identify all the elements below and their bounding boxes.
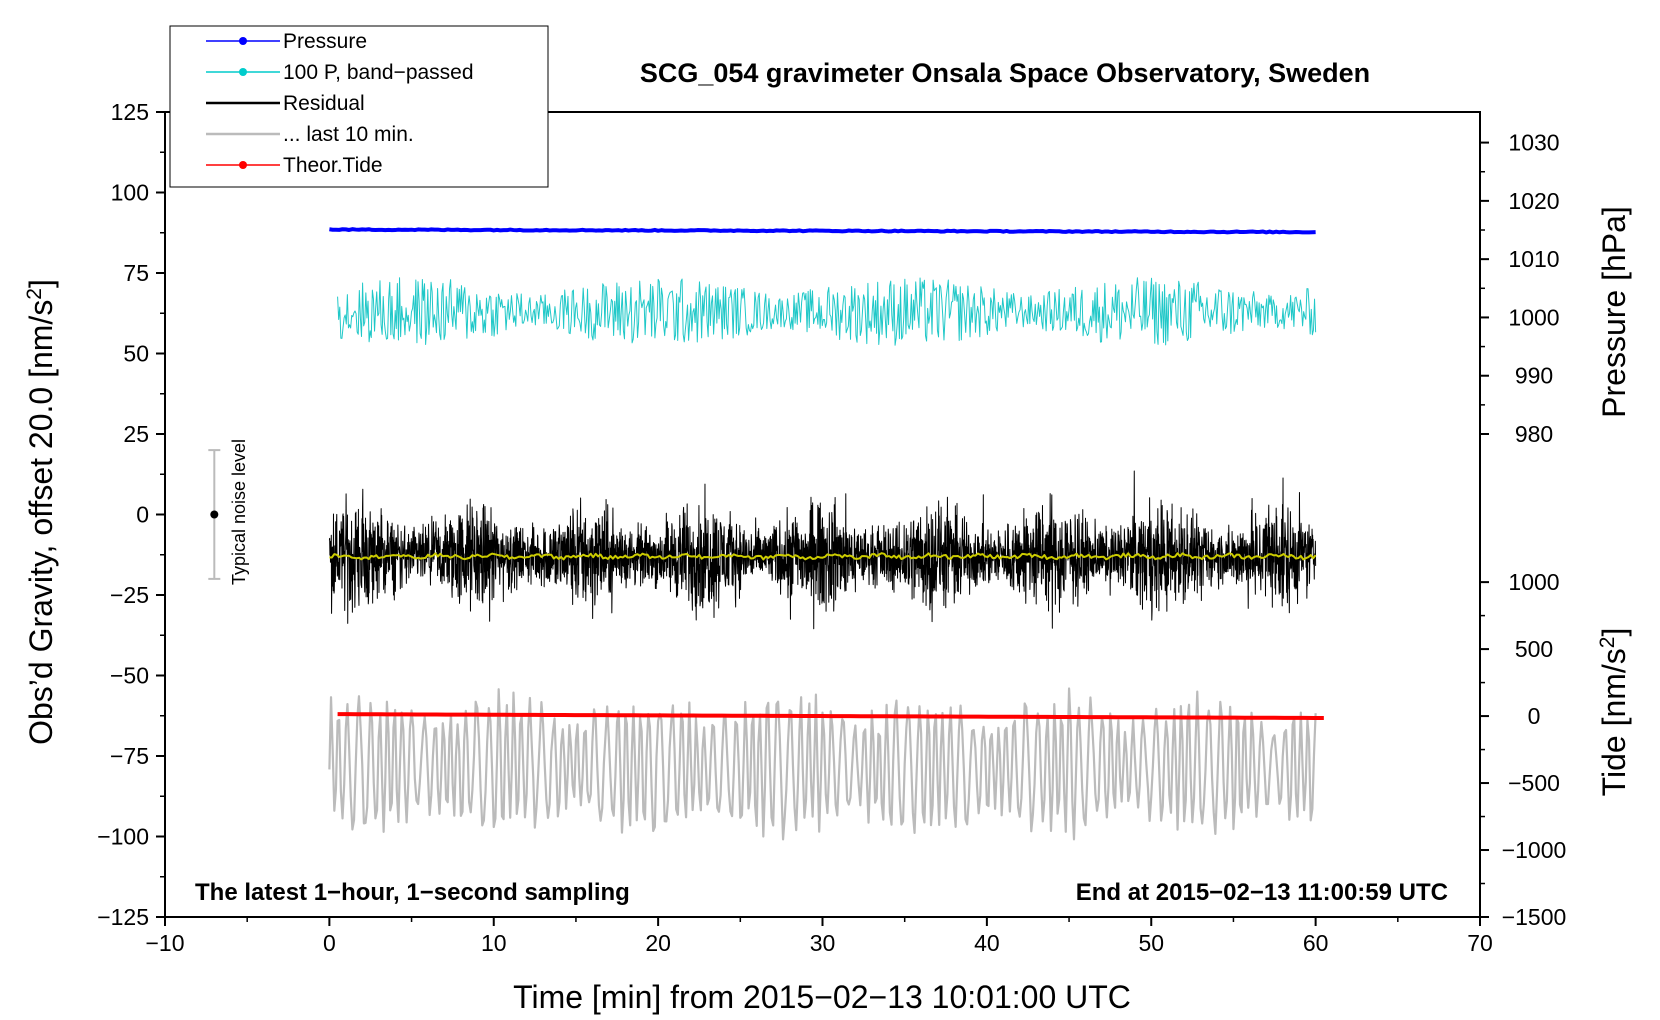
tide-label-sup: 2 bbox=[1596, 637, 1619, 649]
x-tick-label: 50 bbox=[1138, 930, 1164, 956]
y-left-tick-label: 100 bbox=[111, 180, 149, 206]
y-left-tick-label: 75 bbox=[123, 260, 149, 286]
pressure-tick-label: 1010 bbox=[1508, 246, 1559, 272]
x-tick-label: −10 bbox=[145, 930, 184, 956]
chart-title: SCG_054 gravimeter Onsala Space Observat… bbox=[640, 58, 1370, 88]
axes-layer: −10 0 10 20 30 40 50 60 701251007550250−25−50−75… bbox=[97, 99, 1566, 956]
legend-label: Residual bbox=[283, 92, 365, 115]
legend-layer: Pressure 100 P, band−passed Residual ... la… bbox=[169, 25, 549, 188]
x-tick-label: 60 bbox=[1303, 930, 1329, 956]
y-left-tick-label: 0 bbox=[136, 502, 149, 528]
pressure-tick-label: 990 bbox=[1515, 363, 1553, 389]
y-left-tick-label: −75 bbox=[110, 743, 149, 769]
legend-label: Theor.Tide bbox=[283, 154, 383, 177]
legend-box bbox=[169, 25, 549, 188]
tide-tick-label: 500 bbox=[1515, 636, 1553, 662]
y-axis-left-label: Obs’d Gravity, offset 20.0 [nm/s2] bbox=[23, 279, 60, 745]
series-band-passed bbox=[337, 277, 1317, 346]
y-left-label-main: Obs’d Gravity, offset 20.0 [nm/s bbox=[23, 300, 59, 745]
x-tick-label: 20 bbox=[645, 930, 671, 956]
pressure-tick-label: 1020 bbox=[1508, 188, 1559, 214]
y-left-tick-label: −100 bbox=[97, 824, 149, 850]
annotation-right: End at 2015−02−13 11:00:59 UTC bbox=[1076, 879, 1448, 906]
legend-marker bbox=[239, 68, 247, 76]
y-left-tick-label: −50 bbox=[110, 663, 149, 689]
y-axis-tide-label: Tide [nm/s2] bbox=[1596, 628, 1633, 797]
text-layer: SCG_054 gravimeter Onsala Space Observat… bbox=[23, 58, 1633, 1015]
y-left-tick-label: −25 bbox=[110, 582, 149, 608]
tide-tick-label: −1500 bbox=[1502, 904, 1567, 930]
pressure-tick-label: 1000 bbox=[1508, 304, 1559, 330]
tide-tick-label: 0 bbox=[1528, 703, 1541, 729]
legend-label: ... last 10 min. bbox=[283, 123, 414, 146]
y-left-label-close: ] bbox=[23, 279, 59, 288]
x-tick-label: 40 bbox=[974, 930, 1000, 956]
x-tick-label: 30 bbox=[810, 930, 836, 956]
noise-level-label: Typical noise level bbox=[229, 439, 249, 585]
tide-label-main: Tide [nm/s bbox=[1596, 648, 1632, 796]
series-residual-mean bbox=[329, 552, 1317, 561]
x-tick-label: 0 bbox=[323, 930, 336, 956]
y-left-tick-label: 125 bbox=[111, 99, 149, 125]
y-axis-pressure-label: Pressure [hPa] bbox=[1596, 206, 1632, 418]
pressure-tick-label: 980 bbox=[1515, 421, 1553, 447]
y-left-tick-label: 25 bbox=[123, 421, 149, 447]
series-last-10-min bbox=[328, 687, 1317, 841]
tide-tick-label: 1000 bbox=[1508, 569, 1559, 595]
series-layer bbox=[208, 227, 1324, 841]
legend-marker bbox=[239, 161, 247, 169]
x-axis-label: Time [min] from 2015−02−13 10:01:00 UTC bbox=[513, 979, 1131, 1015]
legend-label: 100 P, band−passed bbox=[283, 61, 474, 84]
series-tide bbox=[337, 712, 1324, 720]
x-tick-label: 70 bbox=[1467, 930, 1493, 956]
y-left-tick-label: 50 bbox=[123, 341, 149, 367]
annotation-left: The latest 1−hour, 1−second sampling bbox=[195, 879, 630, 906]
noise-bar-dot bbox=[210, 510, 219, 519]
tide-tick-label: −500 bbox=[1508, 770, 1560, 796]
series-residual bbox=[328, 470, 1317, 630]
tide-label-close: ] bbox=[1596, 628, 1632, 637]
y-left-tick-label: −125 bbox=[97, 904, 149, 930]
tide-tick-label: −1000 bbox=[1502, 837, 1567, 863]
legend-label: Pressure bbox=[283, 30, 367, 53]
y-left-label-sup: 2 bbox=[23, 288, 46, 300]
pressure-tick-label: 1030 bbox=[1508, 130, 1559, 156]
series-pressure bbox=[329, 227, 1316, 235]
x-tick-label: 10 bbox=[481, 930, 507, 956]
legend-marker bbox=[239, 37, 247, 45]
